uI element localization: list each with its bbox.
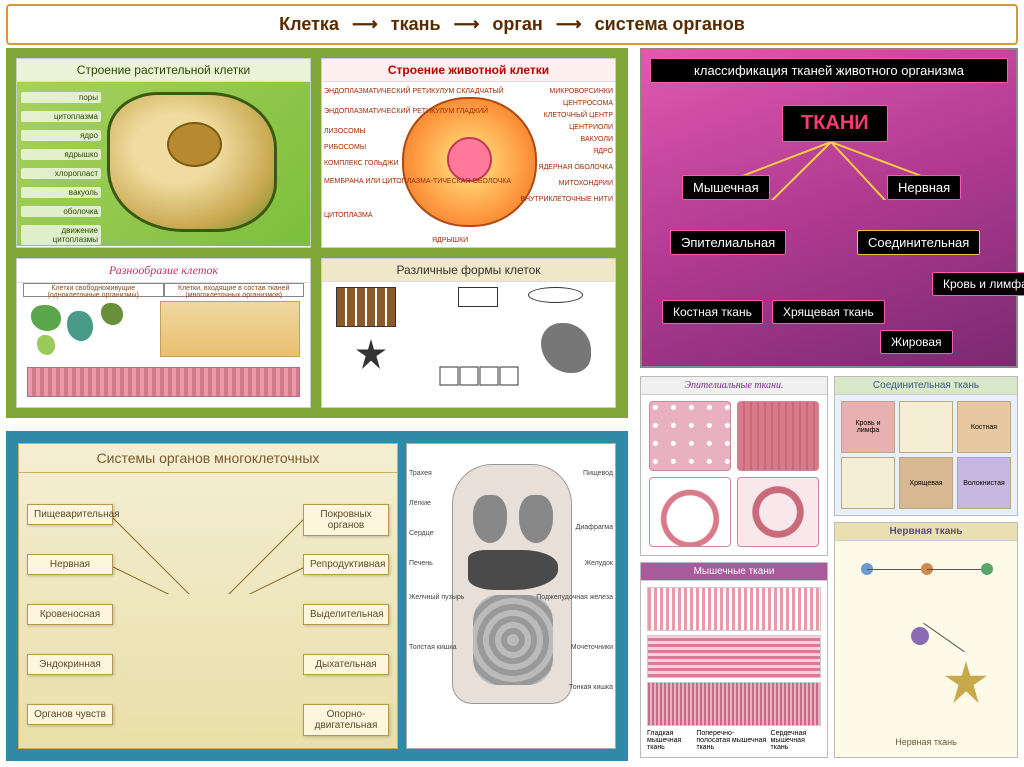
systems-title: Системы органов многоклеточных	[19, 444, 397, 473]
tissue-nervous: Нервная	[887, 175, 961, 200]
animal-nucleus	[447, 137, 492, 182]
muscle-sample	[647, 587, 821, 631]
cell-diversity-panel: Разнообразие клеток Клетки свободноживущ…	[16, 258, 311, 408]
neuron-cell	[342, 331, 402, 381]
tissue-blood: Кровь и лимфа	[932, 272, 1024, 296]
tissue-bone: Костная ткань	[662, 300, 763, 324]
diversity-columns: Клетки свободноживущие (одноклеточные ор…	[23, 283, 304, 297]
sys-sensory: Органов чувств	[27, 704, 113, 725]
title-tissue: ткань	[391, 14, 441, 34]
cell-forms-panel: Различные формы клеток	[321, 258, 616, 408]
muscular-mini: Мышечные ткани Гладкая мышечная ткань По…	[640, 562, 828, 758]
tissue-class-title: классификация тканей животного организма	[650, 58, 1008, 83]
amoeba-cell	[541, 323, 591, 373]
cuboidal-cells	[438, 357, 528, 397]
tissue-epithelial: Эпителиальная	[670, 230, 786, 255]
tissue-root: ТКАНИ	[782, 105, 888, 142]
plant-nucleus	[167, 122, 222, 167]
plant-cell-title: Строение растительной клетки	[17, 59, 310, 82]
sys-excretory: Выделительная	[303, 604, 389, 625]
torso-shape	[452, 464, 572, 704]
muscle-sample	[647, 682, 821, 726]
tissue-cartilage: Хрящевая ткань	[772, 300, 885, 324]
plant-labels: поры цитоплазма ядро ядрышко хлоропласт …	[21, 92, 101, 245]
connective-title: Соединительная ткань	[835, 377, 1017, 395]
systems-spider: Системы органов многоклеточных Пищеварит…	[18, 443, 398, 749]
tissue-connective: Соединительная	[857, 230, 980, 255]
epithelial-mini: Эпителиальные ткани.	[640, 376, 828, 556]
arrow-icon: ⟶	[344, 14, 386, 34]
nervous-mini: Нервная ткань Нервная ткань	[834, 522, 1018, 758]
plant-cell-panel: Строение растительной клетки поры цитопл…	[16, 58, 311, 248]
title-cell: Клетка	[279, 14, 339, 34]
flat-cell	[458, 287, 498, 307]
arrow-icon: ⟶	[446, 14, 488, 34]
organ-systems-panel: Системы органов многоклеточных Пищеварит…	[6, 431, 628, 761]
neuron-icon	[945, 661, 987, 703]
nervous-caption: Нервная ткань	[841, 737, 1011, 747]
columnar-cells	[336, 287, 396, 327]
animal-cell-panel: Строение животной клетки ЭНДОПЛАЗМАТИЧЕС…	[321, 58, 616, 248]
hierarchy-title: Клетка ⟶ ткань ⟶ орган ⟶ система органов	[6, 4, 1018, 45]
sys-skeletal: Опорно-двигательная	[303, 704, 389, 736]
cells-panel: Строение растительной клетки поры цитопл…	[6, 48, 628, 418]
tissue-texture	[160, 301, 300, 357]
fusiform-cell	[528, 287, 583, 303]
sys-reproductive: Репродуктивная	[303, 554, 389, 575]
connective-grid: Кровь и лимфа Костная Хрящевая Волокнист…	[841, 401, 1011, 509]
epit-sample	[649, 401, 731, 471]
nervous-title: Нервная ткань	[835, 523, 1017, 541]
epithelial-title: Эпителиальные ткани.	[641, 377, 827, 395]
tissue-fat: Жировая	[880, 330, 953, 354]
tissue-class-panel: классификация тканей животного организма…	[640, 48, 1018, 368]
nervous-diagram: Нервная ткань	[841, 547, 1011, 751]
sys-endocrine: Эндокринная	[27, 654, 113, 675]
sys-nervous: Нервная	[27, 554, 113, 575]
forms-title: Различные формы клеток	[322, 259, 615, 282]
single-cell-blobs	[27, 301, 147, 361]
animal-cell-title: Строение животной клетки	[322, 59, 615, 82]
title-system: система органов	[595, 14, 745, 34]
muscle-sample	[647, 635, 821, 679]
sys-respiratory: Дыхательная	[303, 654, 389, 675]
sys-integument: Покровных органов	[303, 504, 389, 536]
epit-sample	[737, 401, 819, 471]
epit-sample	[649, 477, 731, 547]
diversity-title: Разнообразие клеток	[17, 259, 310, 283]
sys-circulatory: Кровеносная	[27, 604, 113, 625]
muscle-labels: Гладкая мышечная ткань Поперечно-полосат…	[647, 730, 821, 751]
arrow-icon: ⟶	[548, 14, 590, 34]
title-organ: орган	[492, 14, 542, 34]
epit-sample	[737, 477, 819, 547]
muscular-title: Мышечные ткани	[641, 563, 827, 581]
tissue-muscular: Мышечная	[682, 175, 770, 200]
sys-digestive: Пищеварительная	[27, 504, 113, 525]
anatomy-figure: Трахея Лёгкие Сердце Печень Желчный пузы…	[406, 443, 616, 749]
muscle-texture	[27, 367, 300, 397]
connective-mini: Соединительная ткань Кровь и лимфа Костн…	[834, 376, 1018, 516]
